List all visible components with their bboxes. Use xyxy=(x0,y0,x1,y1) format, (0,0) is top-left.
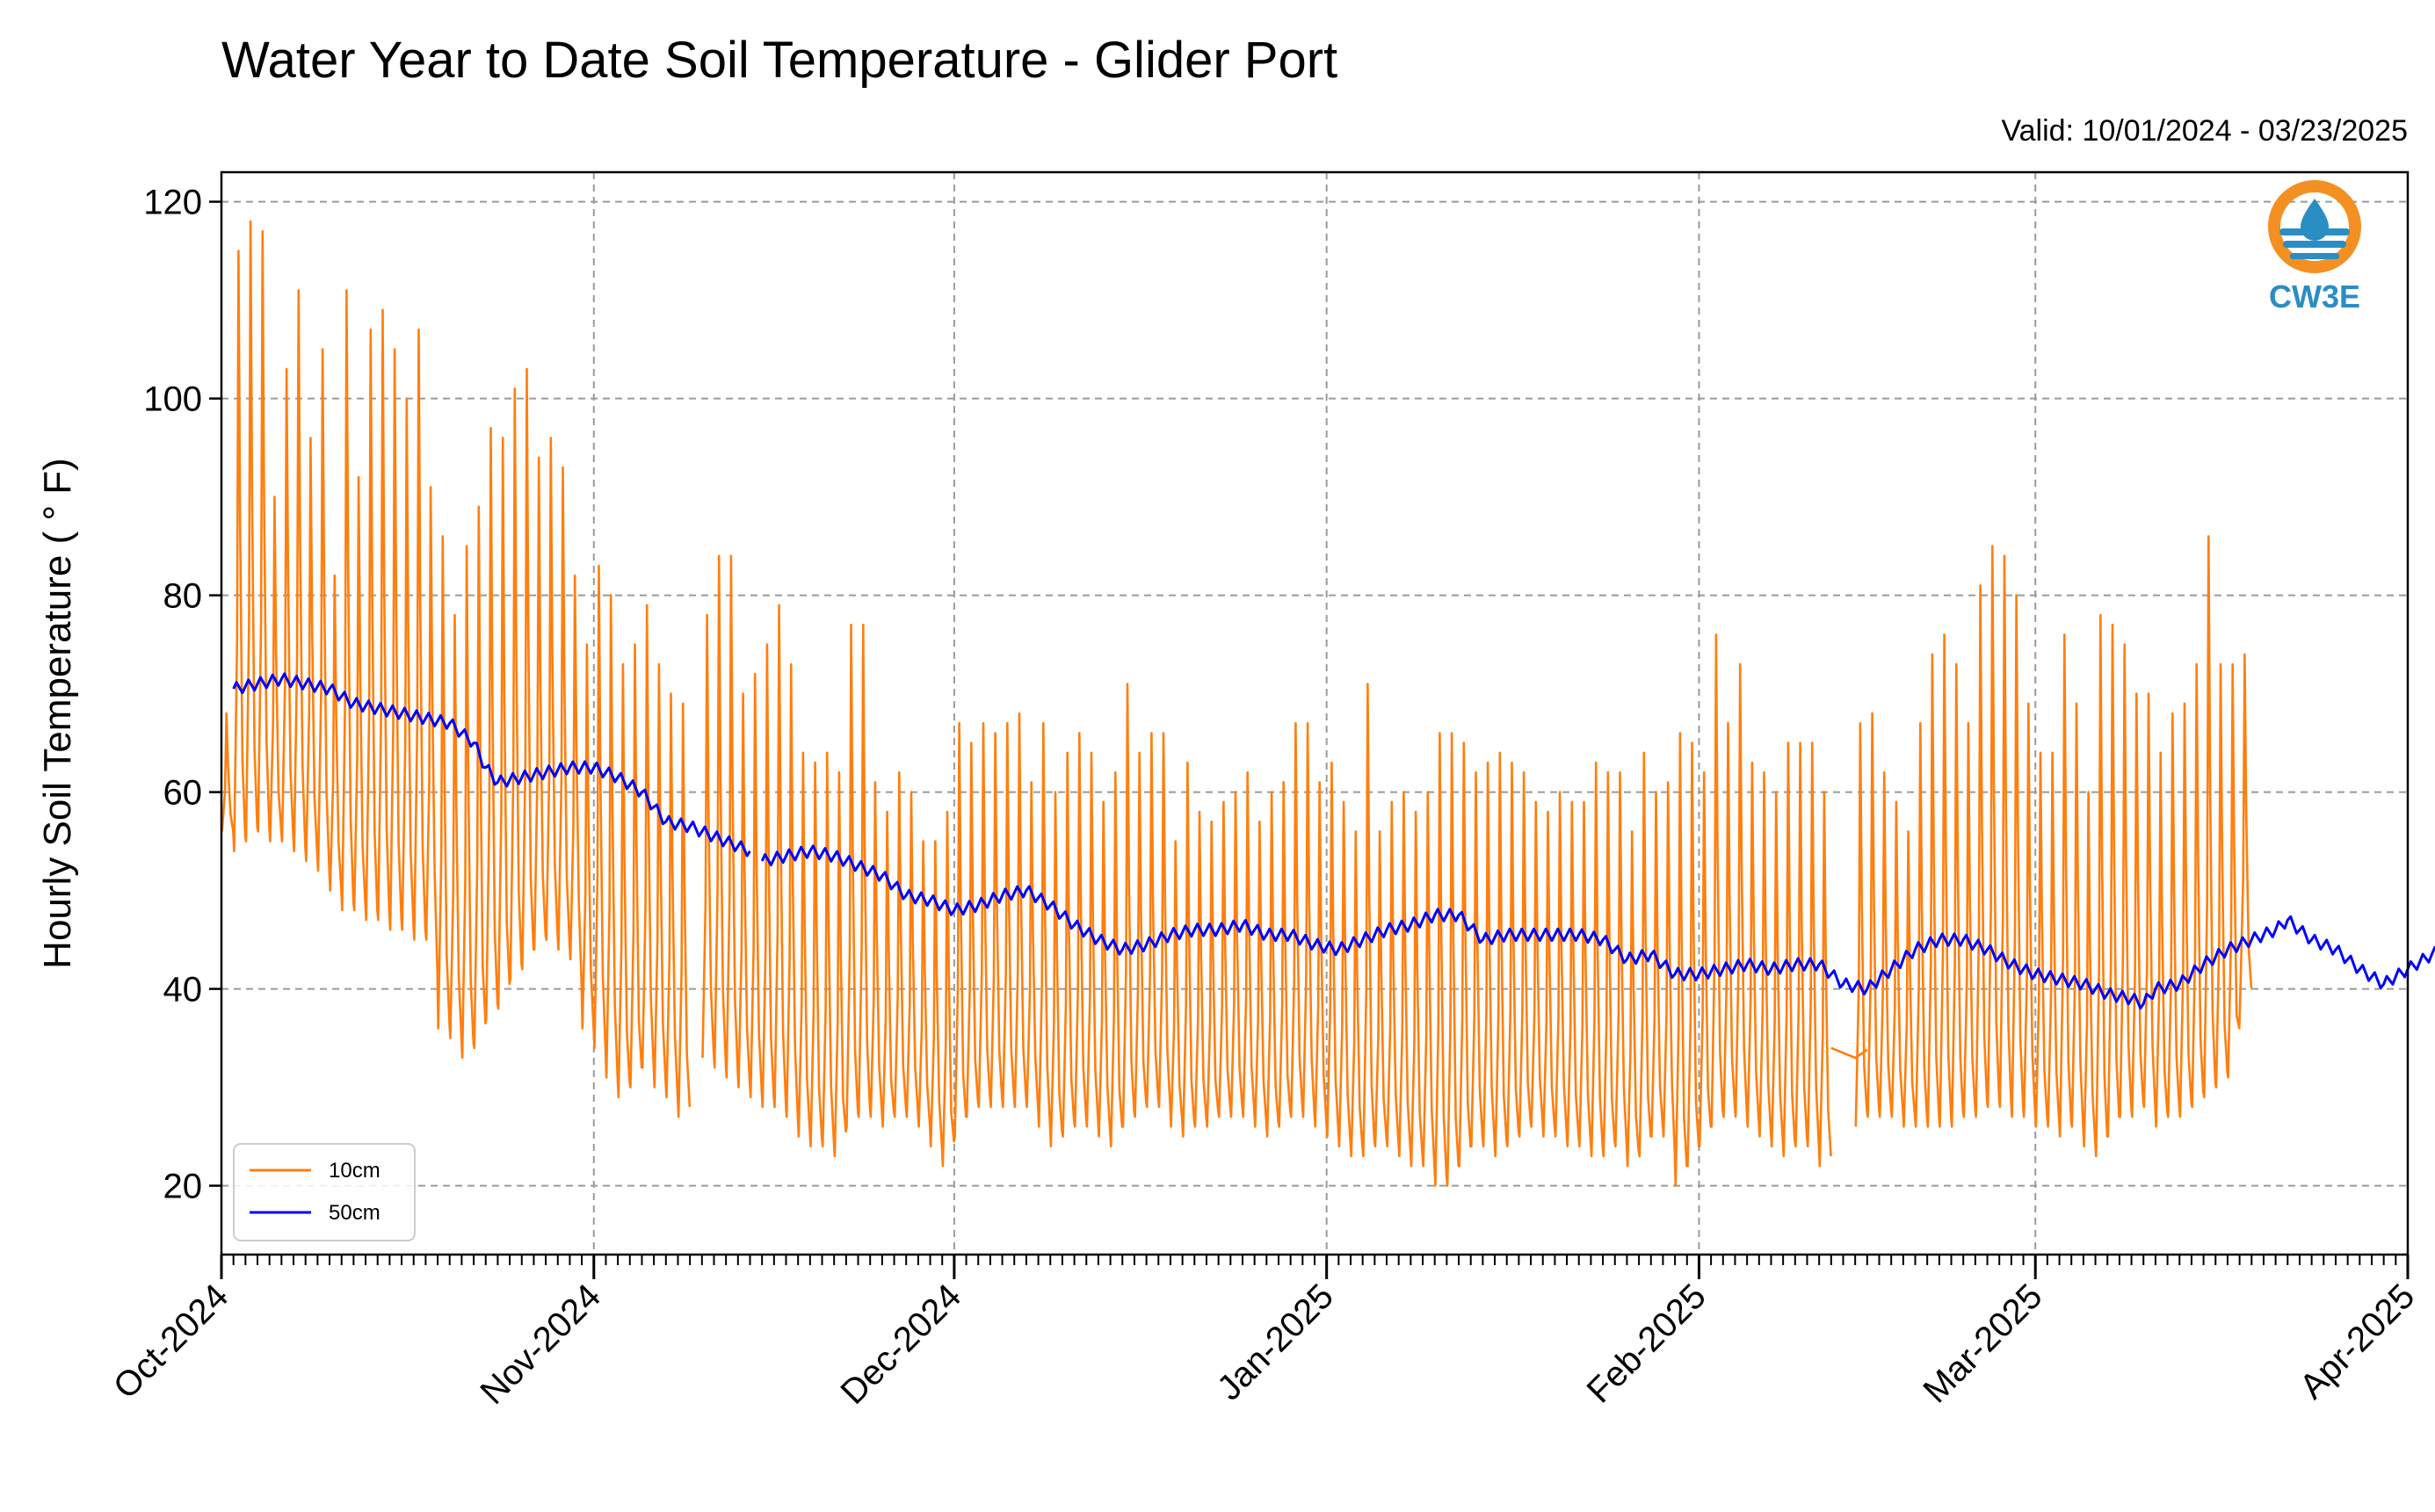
y-tick-label: 100 xyxy=(143,380,202,419)
legend-label-50cm: 50cm xyxy=(329,1201,380,1225)
legend-label-10cm: 10cm xyxy=(329,1159,380,1183)
x-tick-label: Oct-2024 xyxy=(106,1277,236,1406)
x-tick-label: Nov-2024 xyxy=(473,1277,608,1412)
series-50cm-line xyxy=(760,844,2435,1010)
series-10cm-line xyxy=(221,220,692,1118)
series-10cm xyxy=(221,220,2253,1187)
legend: 10cm 50cm xyxy=(233,1143,416,1241)
y-axis-label: Hourly Soil Temperature ( ° F) xyxy=(36,458,79,969)
y-tick-label: 120 xyxy=(143,184,202,222)
series-50cm-line xyxy=(232,672,751,857)
chart-subtitle: Valid: 10/01/2024 - 03/23/2025 xyxy=(2001,114,2408,148)
x-tick-label: Dec-2024 xyxy=(834,1277,969,1412)
series-10cm-flat xyxy=(1830,1046,1868,1060)
series-10cm-line xyxy=(701,554,1832,1187)
x-tick-label: Apr-2025 xyxy=(2293,1277,2422,1406)
y-tick-label: 80 xyxy=(163,577,203,616)
y-tick-label: 40 xyxy=(163,971,203,1009)
x-axis: Oct-2024 Nov-2024 Dec-2024 Jan-2025 Feb-2025… xyxy=(106,1255,2422,1412)
x-tick-label: Feb-2025 xyxy=(1580,1277,1714,1410)
y-tick-label: 20 xyxy=(163,1168,203,1206)
series-50cm xyxy=(232,672,2435,1010)
logo-text: CW3E xyxy=(2269,279,2360,315)
logo-ring-icon xyxy=(2268,180,2361,273)
y-tick-label: 60 xyxy=(163,774,203,813)
series-10cm-line xyxy=(1854,535,2253,1158)
chart-title: Water Year to Date Soil Temperature - Gl… xyxy=(221,32,1337,89)
x-tick-label: Jan-2025 xyxy=(1210,1277,1341,1407)
x-tick-label: Mar-2025 xyxy=(1916,1277,2049,1410)
water-drop-icon xyxy=(2301,199,2329,241)
cw3e-logo: CW3E xyxy=(2268,180,2361,315)
y-axis: 20 40 60 80 100 120 xyxy=(143,184,221,1206)
